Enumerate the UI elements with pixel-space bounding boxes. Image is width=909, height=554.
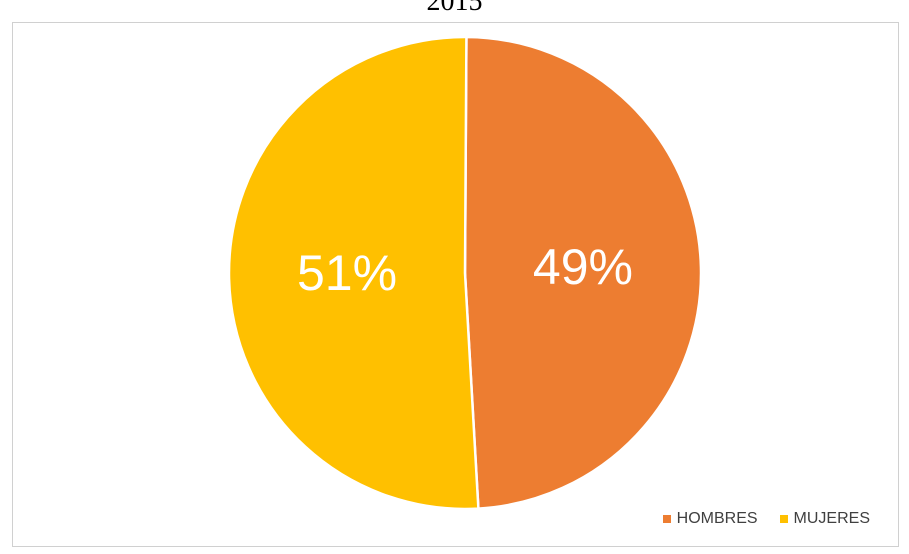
legend-label-mujeres: MUJERES bbox=[793, 510, 870, 527]
chart-title: 2015 bbox=[426, 0, 483, 17]
legend: HOMBRES MUJERES bbox=[662, 510, 870, 528]
pie-chart: 49% 51% bbox=[227, 35, 703, 511]
legend-label-hombres: HOMBRES bbox=[676, 510, 758, 527]
chart-area: 49% 51% HOMBRES MUJERES bbox=[12, 22, 899, 547]
legend-item-mujeres: MUJERES bbox=[779, 510, 870, 528]
legend-swatch-hombres bbox=[662, 515, 671, 523]
data-label-hombres: 49% bbox=[533, 239, 633, 295]
data-label-mujeres: 51% bbox=[297, 245, 397, 301]
pie-slice-hombres bbox=[463, 35, 703, 510]
pie-slice-mujeres bbox=[227, 35, 480, 511]
legend-item-hombres: HOMBRES bbox=[662, 510, 758, 528]
legend-swatch-mujeres bbox=[779, 515, 788, 523]
